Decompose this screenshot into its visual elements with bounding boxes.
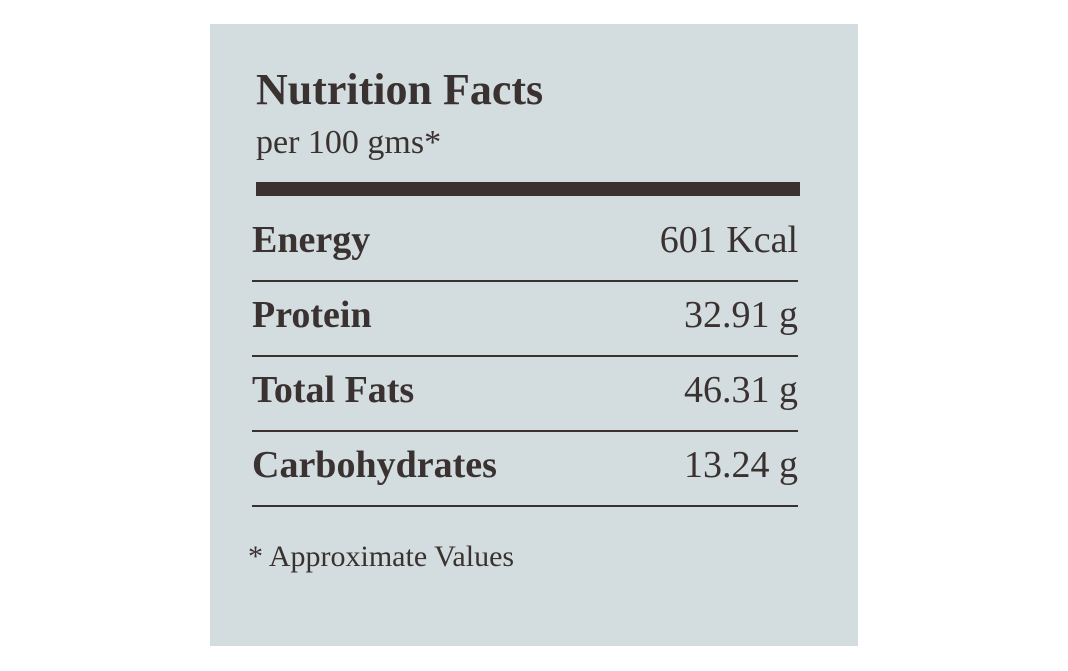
nutrient-name: Protein [252, 294, 372, 336]
title: Nutrition Facts [256, 65, 544, 114]
footnote: * Approximate Values [248, 540, 515, 573]
nutrient-value: 601 Kcal [659, 219, 798, 261]
nutrient-name: Total Fats [252, 369, 415, 411]
nutrient-row: Protein 32.91 g [252, 279, 798, 357]
nutrient-name: Carbohydrates [252, 444, 497, 486]
nutrition-label: Nutrition Facts per 100 gms* Energy 601 K… [210, 24, 858, 646]
nutrient-row: Carbohydrates 13.24 g [252, 429, 798, 507]
nutrient-value: 46.31 g [684, 369, 798, 411]
nutrient-row: Energy 601 Kcal [252, 204, 798, 282]
nutrient-value: 13.24 g [684, 444, 798, 486]
divider [256, 182, 800, 196]
nutrient-name: Energy [252, 219, 371, 261]
nutrient-value: 32.91 g [684, 294, 798, 336]
subtitle: per 100 gms* [256, 124, 442, 161]
nutrient-row: Total Fats 46.31 g [252, 354, 798, 432]
